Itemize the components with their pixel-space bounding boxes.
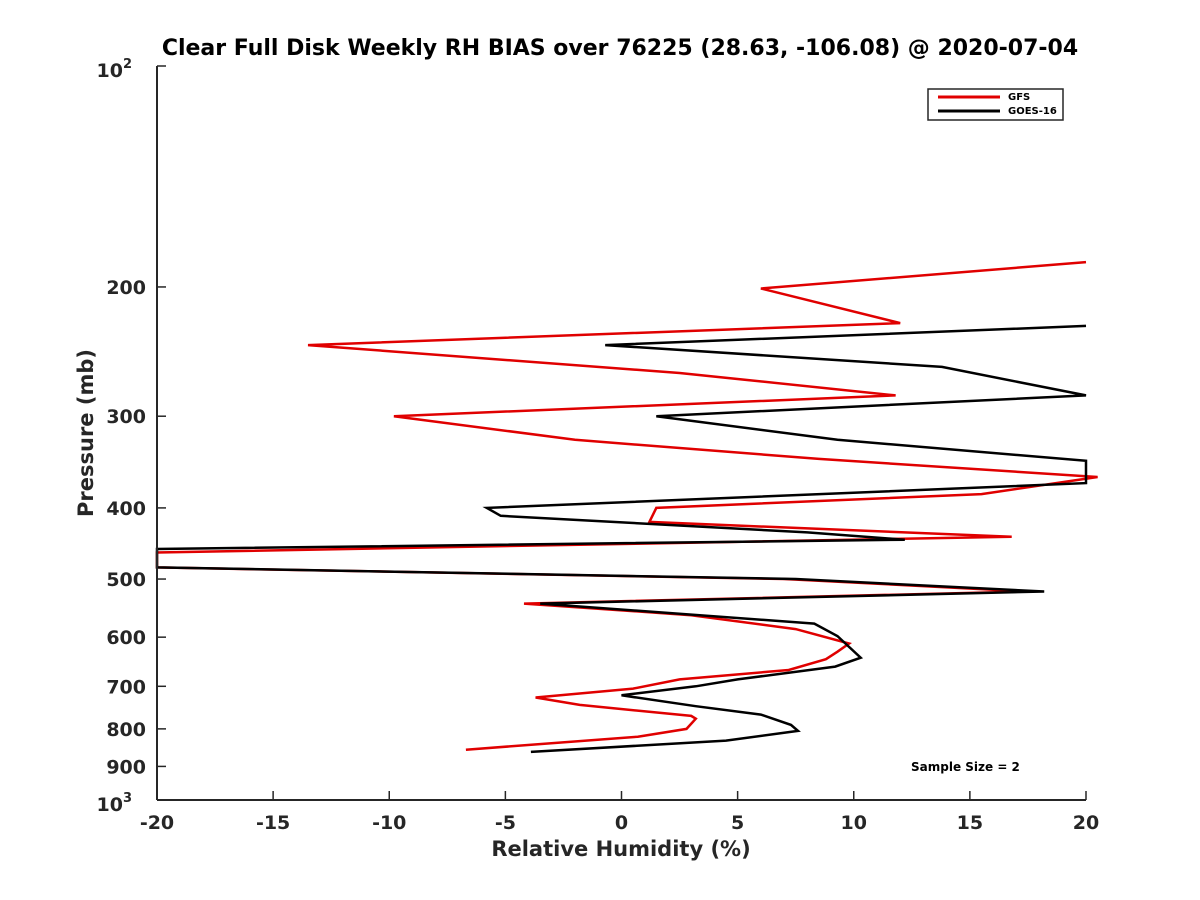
y-tick-label: 200 bbox=[106, 277, 146, 299]
x-tick-label: 15 bbox=[957, 812, 983, 834]
chart-title: Clear Full Disk Weekly RH BIAS over 7622… bbox=[162, 36, 1078, 61]
y-ticks: 102 200 300 400 500 600 700 800 900 103 bbox=[97, 57, 166, 816]
y-tick-label: 600 bbox=[106, 627, 146, 649]
series-line-gfs bbox=[155, 260, 1098, 751]
series-layer bbox=[155, 260, 1098, 754]
x-tick-label: 20 bbox=[1073, 812, 1099, 834]
x-ticks: -20 -15 -10 -5 0 5 10 15 20 bbox=[140, 791, 1099, 834]
legend-box bbox=[927, 88, 1064, 121]
x-tick-label: -5 bbox=[495, 812, 516, 834]
y-tick-label: 300 bbox=[106, 406, 146, 428]
legend-label-gfs: GFS bbox=[1008, 92, 1030, 103]
sample-size-annotation: Sample Size = 2 bbox=[911, 760, 1020, 774]
y-tick-label: 900 bbox=[106, 756, 146, 778]
legend: GFS GOES-16 bbox=[927, 88, 1064, 121]
y-tick-label: 103 bbox=[97, 791, 133, 816]
y-tick-label: 102 bbox=[97, 57, 133, 82]
y-tick-label: 800 bbox=[106, 719, 146, 741]
y-axis-label: Pressure (mb) bbox=[74, 349, 98, 517]
y-tick-label: 700 bbox=[106, 676, 146, 698]
y-tick-label: 400 bbox=[106, 498, 146, 520]
x-tick-label: -20 bbox=[140, 812, 174, 834]
x-tick-label: 0 bbox=[615, 812, 628, 834]
x-tick-label: -15 bbox=[256, 812, 290, 834]
series-line-goes-16 bbox=[155, 324, 1088, 754]
x-tick-label: 10 bbox=[841, 812, 867, 834]
x-axis-label: Relative Humidity (%) bbox=[491, 837, 750, 861]
x-tick-label: -10 bbox=[372, 812, 406, 834]
legend-label-goes16: GOES-16 bbox=[1008, 106, 1057, 117]
x-tick-label: 5 bbox=[731, 812, 744, 834]
y-tick-label: 500 bbox=[106, 569, 146, 591]
